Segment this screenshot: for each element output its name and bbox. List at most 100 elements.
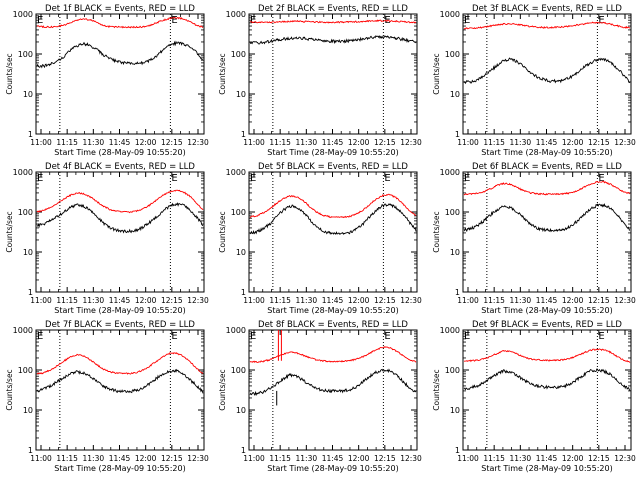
panel-6-ytick-label: 100 — [445, 208, 460, 217]
panel-3-ytick-label: 10 — [450, 90, 460, 99]
panel-2-xlabel: Start Time (28-May-09 10:55:20) — [267, 148, 398, 157]
panel-3-xtick-label: 11:15 — [483, 138, 505, 147]
panel-7-ytick-label: 1 — [28, 446, 33, 455]
panel-7-corner-e-label: E — [37, 331, 43, 342]
panel-1-series-lld — [36, 16, 204, 29]
panel-3-ytick-label: 100 — [445, 50, 460, 59]
panel-6-corner-e-label: E — [464, 173, 470, 184]
panel-4-ytick-label: 10 — [23, 248, 33, 257]
panel-2-xtick-label: 11:00 — [243, 138, 265, 147]
panel-4-xtick-label: 12:15 — [161, 296, 183, 305]
panel-7-xtick-label: 12:00 — [135, 454, 157, 463]
panel-6-ytick-label: 1 — [455, 288, 460, 297]
panel-2-xtick-label: 11:15 — [269, 138, 291, 147]
panel-6-xtick-label: 12:30 — [614, 296, 636, 305]
panel-2-title: Det 2f BLACK = Events, RED = LLD — [258, 4, 408, 14]
panel-5-ytick-label: 1 — [241, 288, 246, 297]
panel-6-xtick-label: 12:00 — [562, 296, 584, 305]
panel-1-xtick-label: 11:45 — [109, 138, 131, 147]
panel-8-marker-e-label: E — [384, 331, 390, 342]
panel-6-title: Det 6f BLACK = Events, RED = LLD — [472, 162, 622, 172]
panel-4-xtick-label: 11:15 — [56, 296, 78, 305]
panel-9-series-events — [463, 368, 631, 391]
panel-7-xtick-label: 11:45 — [109, 454, 131, 463]
panel-6-xlabel: Start Time (28-May-09 10:55:20) — [481, 306, 612, 315]
panel-6-xtick-label: 11:15 — [483, 296, 505, 305]
panel-9-corner-e-label: E — [464, 331, 470, 342]
panel-4-series-lld — [36, 189, 204, 214]
panel-6-marker-e-label: E — [598, 173, 604, 184]
panel-2-corner-e-label: E — [250, 15, 256, 26]
panel-4-ylabel: Counts/sec — [5, 211, 14, 252]
panel-3-series-events — [463, 57, 631, 85]
panel-2-xtick-label: 12:30 — [400, 138, 422, 147]
panel-4-series-events — [36, 202, 204, 234]
panel-9-xtick-label: 12:15 — [588, 454, 610, 463]
panel-4-corner-e-label: E — [37, 173, 43, 184]
panel-5-xtick-label: 12:00 — [348, 296, 370, 305]
panel-6-ytick-label: 1000 — [440, 168, 460, 177]
panel-8-xtick-label: 11:00 — [243, 454, 265, 463]
panel-5-ytick-label: 1000 — [226, 168, 246, 177]
panel-9-series-lld — [464, 348, 631, 363]
panel-5-xtick-label: 12:15 — [374, 296, 396, 305]
panel-2-ylabel: Counts/sec — [218, 53, 227, 94]
panel-4-xtick-label: 12:00 — [135, 296, 157, 305]
panel-6-xtick-label: 11:00 — [457, 296, 479, 305]
panel-8-title: Det 8f BLACK = Events, RED = LLD — [258, 320, 408, 330]
panel-8-xtick-label: 11:15 — [269, 454, 291, 463]
panel-8-xtick-label: 11:30 — [296, 454, 318, 463]
panel-9-xtick-label: 12:30 — [614, 454, 636, 463]
panel-8-xtick-label: 12:30 — [400, 454, 422, 463]
panel-8-ytick-label: 10 — [236, 406, 246, 415]
panel-6-ytick-label: 10 — [450, 248, 460, 257]
panel-2-ytick-label: 100 — [231, 50, 246, 59]
detector-panel-8: Det 8f BLACK = Events, RED = LLD 1 10 100 10… — [218, 320, 422, 473]
panel-1-xtick-label: 11:00 — [30, 138, 52, 147]
panel-2-xtick-label: 12:15 — [374, 138, 396, 147]
panel-8-series-lld — [249, 346, 417, 364]
panel-1-xtick-label: 12:00 — [135, 138, 157, 147]
panel-3-ytick-label: 1 — [455, 130, 460, 139]
panel-8-ylabel: Counts/sec — [218, 369, 227, 410]
panel-7-ylabel: Counts/sec — [5, 369, 14, 410]
panel-1-title: Det 1f BLACK = Events, RED = LLD — [45, 4, 195, 14]
panel-9-xtick-label: 11:00 — [457, 454, 479, 463]
panel-5-ytick-label: 10 — [236, 248, 246, 257]
panel-3-corner-e-label: E — [464, 15, 470, 26]
panel-7-series-events — [36, 368, 204, 394]
panel-5-xlabel: Start Time (28-May-09 10:55:20) — [267, 306, 398, 315]
panel-2-series-events — [249, 35, 417, 45]
panel-4-ytick-label: 1 — [28, 288, 33, 297]
panel-6-xtick-label: 11:30 — [510, 296, 532, 305]
panel-9-xtick-label: 12:00 — [562, 454, 584, 463]
panel-1-ytick-label: 100 — [18, 50, 33, 59]
panel-3-xtick-label: 11:00 — [457, 138, 479, 147]
panel-5-ylabel: Counts/sec — [218, 211, 227, 252]
panel-9-xtick-label: 11:45 — [536, 454, 558, 463]
panel-5-xtick-label: 11:00 — [243, 296, 265, 305]
panel-8-corner-e-label: E — [250, 331, 256, 342]
panel-5-series-lld — [249, 193, 417, 219]
panel-9-xlabel: Start Time (28-May-09 10:55:20) — [481, 464, 612, 473]
panel-7-xtick-label: 12:30 — [187, 454, 209, 463]
panel-9-ytick-label: 1000 — [440, 326, 460, 335]
panel-5-xtick-label: 12:30 — [400, 296, 422, 305]
panel-9-title: Det 9f BLACK = Events, RED = LLD — [472, 320, 622, 330]
panel-3-xtick-label: 12:00 — [562, 138, 584, 147]
panel-3-xtick-label: 11:45 — [536, 138, 558, 147]
panel-5-marker-e-label: E — [384, 173, 390, 184]
detector-panel-7: Det 7f BLACK = Events, RED = LLD 1 10 100 10… — [5, 320, 209, 473]
panel-1-ytick-label: 10 — [23, 90, 33, 99]
panel-2-ytick-label: 1 — [241, 130, 246, 139]
panel-9-marker-e-label: E — [598, 331, 604, 342]
panel-3-marker-e-label: E — [598, 15, 604, 26]
detector-panel-1: Det 1f BLACK = Events, RED = LLD 1 10 100 10… — [5, 4, 209, 157]
panel-1-corner-e-label: E — [37, 15, 43, 26]
panel-7-xlabel: Start Time (28-May-09 10:55:20) — [54, 464, 185, 473]
panel-4-ytick-label: 100 — [18, 208, 33, 217]
panel-2-ytick-label: 10 — [236, 90, 246, 99]
panel-4-xtick-label: 11:00 — [30, 296, 52, 305]
detector-panel-4: Det 4f BLACK = Events, RED = LLD 1 10 100 10… — [5, 162, 209, 315]
panel-9-xtick-label: 11:15 — [483, 454, 505, 463]
